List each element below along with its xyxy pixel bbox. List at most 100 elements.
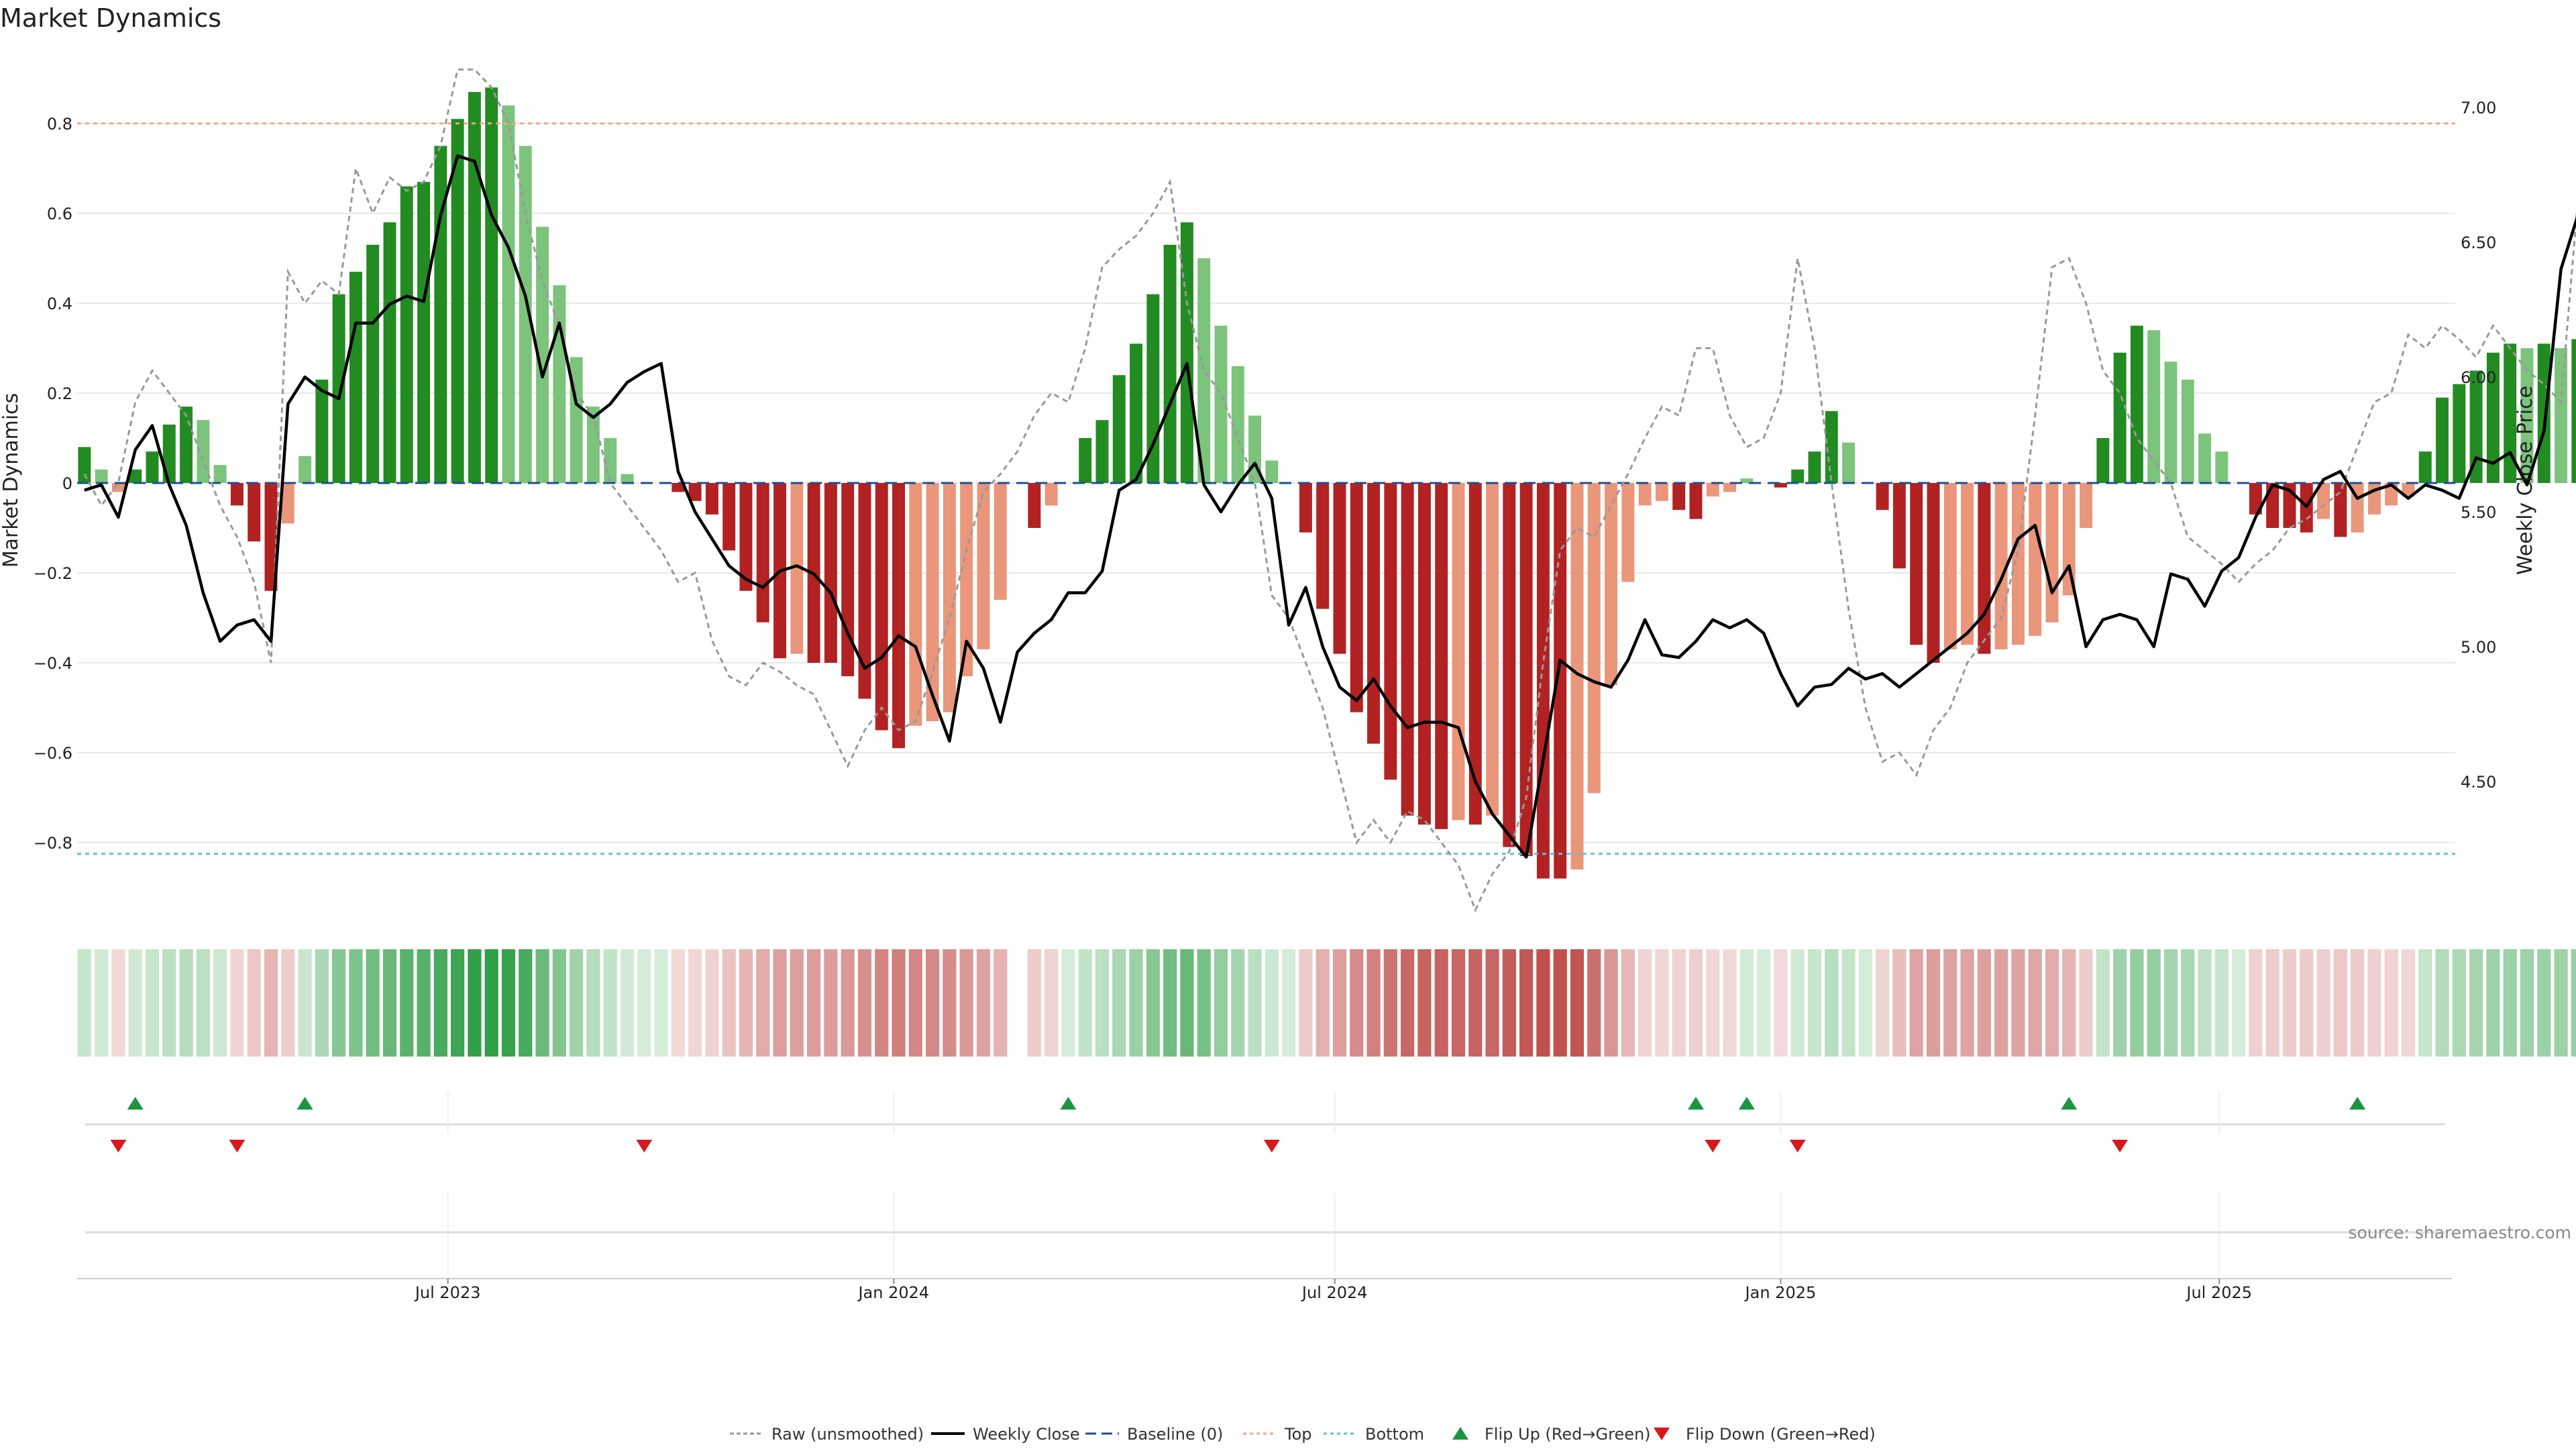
heatstrip-cell (1163, 949, 1177, 1057)
legend-label: Top (1284, 1425, 1312, 1444)
heatstrip-cell (756, 949, 770, 1057)
legend-item: Raw (unsmoothed) (730, 1425, 924, 1444)
histogram-bar (1554, 483, 1567, 879)
heatstrip-cell (349, 949, 363, 1057)
histogram-bar (1876, 483, 1889, 511)
heatstrip-cell (1943, 949, 1957, 1057)
histogram-bar (943, 483, 956, 712)
y-tick-label: 0.8 (47, 115, 72, 133)
flip-down-marker (1705, 1140, 1721, 1152)
y-tick-label: −0.2 (34, 564, 72, 583)
histogram-bar (553, 285, 566, 483)
heatstrip-cell (1994, 949, 2008, 1057)
histogram-bar (1672, 483, 1686, 511)
histogram-bar (1401, 483, 1414, 816)
histogram-bar (672, 483, 685, 492)
heatstrip-cell (315, 949, 329, 1057)
histogram-bar (790, 483, 804, 654)
heatstrip-cell (1265, 949, 1279, 1057)
right-axis-label: Weekly Close Price (2514, 386, 2537, 575)
y2-tick-label: 5.00 (2461, 638, 2496, 657)
heatstrip-cell (908, 949, 922, 1057)
heatstrip-cell (586, 949, 600, 1057)
histogram-bar (2029, 483, 2042, 636)
histogram-bar (299, 455, 312, 483)
histogram-bar (2402, 483, 2415, 497)
regime-heatstrip (77, 949, 2576, 1057)
flip-up-marker (1687, 1097, 1704, 1110)
heatstrip-cell (2198, 949, 2212, 1057)
y-tick-label: −0.6 (34, 744, 72, 763)
left-axis-ticks: 0.8 0.6 0.4 0.2 0 −0.2 −0.4 −0.6 −0.8 (34, 115, 72, 853)
heatstrip-cell (1757, 949, 1771, 1057)
histogram-bar (400, 186, 413, 483)
histogram-bar (2215, 451, 2229, 483)
histogram-bar (1892, 483, 1906, 569)
heatstrip-cell (1214, 949, 1228, 1057)
heatstrip-cell (2249, 949, 2263, 1057)
heatstrip-cell (382, 949, 397, 1057)
weekly-close-line (84, 154, 2576, 859)
heatstrip-cell (519, 949, 533, 1057)
histogram-bar (2469, 370, 2483, 483)
histogram-bar (146, 451, 159, 483)
heatstrip-cell (1876, 949, 1890, 1057)
heatstrip-cell (1790, 949, 1805, 1057)
heatstrip-cell (1129, 949, 1143, 1057)
heatstrip-cell (926, 949, 940, 1057)
histogram-bar (722, 483, 736, 551)
histogram-bar (824, 483, 837, 663)
histogram-bar (1825, 411, 1838, 483)
legend-swatch-flip-up (1452, 1427, 1468, 1440)
histogram-bar (2453, 384, 2466, 483)
heatstrip-cell (1299, 949, 1313, 1057)
heatstrip-cell (2384, 949, 2398, 1057)
histogram-bar (1214, 325, 1228, 483)
heatstrip-cell (111, 949, 125, 1057)
heatstrip-cell (1078, 949, 1092, 1057)
histogram-bar (2266, 483, 2279, 528)
histogram-bar (1808, 451, 1821, 483)
heatstrip-cell (773, 949, 787, 1057)
source-label: source: sharemaestro.com (2349, 1223, 2572, 1242)
histogram-bar (1910, 483, 1923, 645)
y-tick-label: −0.8 (34, 834, 72, 853)
heatstrip-cell (1332, 949, 1347, 1057)
heatstrip-cell (179, 949, 193, 1057)
histogram-bars (78, 87, 2576, 879)
histogram-bar (2045, 483, 2059, 623)
legend-label: Bottom (1365, 1425, 1424, 1444)
y-tick-label: 0.4 (47, 294, 72, 313)
heatstrip-cell (145, 949, 160, 1057)
flip-up-marker (2349, 1097, 2366, 1110)
heatstrip-cell (875, 949, 889, 1057)
histogram-bar (95, 469, 108, 483)
heatstrip-cell (77, 949, 91, 1057)
heatstrip-cell (281, 949, 295, 1057)
heatstrip-cell (790, 949, 804, 1057)
histogram-bar (451, 119, 464, 484)
histogram-bar (1638, 483, 1652, 506)
heatstrip-cell (1401, 949, 1415, 1057)
heatstrip-cell (230, 949, 244, 1057)
heatstrip-cell (1434, 949, 1448, 1057)
histogram-bar (1044, 483, 1058, 506)
histogram-bar (519, 146, 532, 483)
heatstrip-cell (1621, 949, 1635, 1057)
heatstrip-cell (2096, 949, 2110, 1057)
legend: Raw (unsmoothed) Weekly Close Baseline (0)… (730, 1425, 1876, 1444)
x-tick-label: Jul 2024 (1301, 1283, 1368, 1302)
histogram-bar (78, 447, 91, 483)
histogram-bar (1180, 222, 1193, 483)
heatstrip-cell (2045, 949, 2059, 1057)
heatstrip-cell (1570, 949, 1585, 1057)
heatstrip-cell (637, 949, 651, 1057)
histogram-bar (1689, 483, 1703, 519)
heatstrip-cell (2554, 949, 2568, 1057)
histogram-bar (705, 483, 718, 515)
histogram-bar (2504, 343, 2517, 483)
heatstrip-cell (705, 949, 719, 1057)
histogram-bar (1655, 483, 1668, 501)
heatstrip-cell (552, 949, 566, 1057)
legend-item: Baseline (0) (1085, 1425, 1223, 1444)
